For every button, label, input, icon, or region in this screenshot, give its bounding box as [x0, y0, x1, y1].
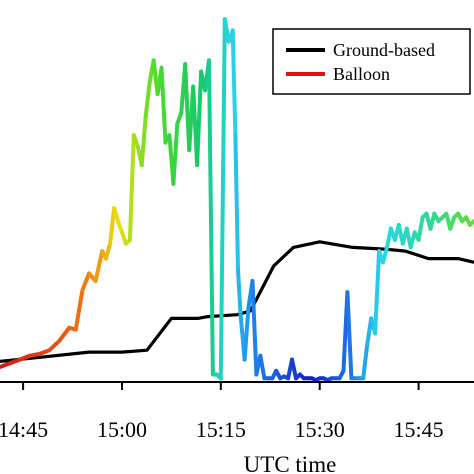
balloon-segment	[80, 271, 91, 293]
series-line-ground-based	[0, 240, 474, 363]
balloon-segment	[47, 338, 62, 353]
legend-box	[272, 28, 471, 95]
x-tick-label: 15:30	[295, 417, 345, 442]
legend: Ground-based Balloon	[272, 28, 471, 95]
balloon-segment	[230, 28, 238, 138]
x-tick-label: 15:00	[97, 417, 147, 442]
balloon-segment	[236, 267, 243, 317]
balloon-segment	[127, 133, 136, 242]
balloon-segment	[143, 80, 152, 119]
balloon-segment	[112, 206, 120, 224]
balloon-segment	[57, 325, 72, 343]
balloon-segment	[171, 121, 180, 186]
balloon-segment	[233, 133, 240, 272]
balloon-segment	[159, 65, 168, 145]
balloon-segment	[139, 114, 148, 168]
balloon-segment	[416, 215, 425, 242]
balloon-segment	[93, 249, 105, 283]
legend-label-ground-based: Ground-based	[333, 40, 435, 60]
balloon-segment	[258, 353, 267, 381]
balloon-segment	[468, 219, 474, 227]
x-tick-label: 15:15	[196, 417, 246, 442]
balloon-segment	[290, 357, 298, 381]
balloon-segment	[195, 69, 204, 168]
balloon-segment	[373, 249, 382, 336]
series-line-balloon	[0, 17, 474, 383]
balloon-segment	[108, 206, 117, 246]
balloon-segment	[242, 305, 251, 362]
plot-area	[0, 17, 474, 383]
x-tick-label: 15:45	[394, 417, 444, 442]
balloon-segment	[73, 288, 85, 332]
balloon-segment	[218, 17, 227, 381]
x-axis-title: UTC time	[244, 452, 337, 474]
x-tick-label: 14:45	[0, 417, 48, 442]
x-axis: 14:45 15:00 15:15 15:30 15:45	[0, 381, 474, 442]
balloon-segment	[250, 279, 259, 377]
balloon-segment	[381, 245, 389, 265]
balloon-segment	[104, 241, 113, 261]
legend-label-balloon: Balloon	[333, 64, 390, 84]
balloon-segment	[207, 58, 215, 377]
balloon-segment	[361, 342, 370, 381]
balloon-segment	[345, 290, 354, 381]
